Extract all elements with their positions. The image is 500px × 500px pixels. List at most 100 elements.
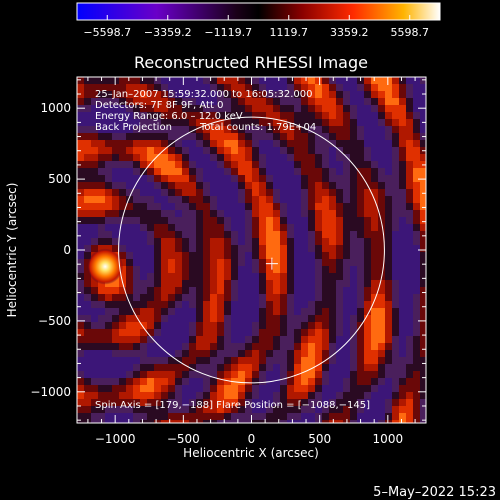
heatmap-cell	[147, 175, 154, 182]
heatmap-cell	[364, 126, 371, 133]
heatmap-cell	[140, 105, 147, 112]
heatmap-cell	[336, 259, 343, 266]
heatmap-cell	[336, 217, 343, 224]
heatmap-cell	[364, 175, 371, 182]
heatmap-cell	[329, 294, 336, 301]
heatmap-cell	[315, 420, 322, 423]
heatmap-cell	[315, 210, 322, 217]
heatmap-cell	[329, 168, 336, 175]
heatmap-cell	[189, 287, 196, 294]
heatmap-cell	[301, 175, 308, 182]
heatmap-cell	[273, 308, 280, 315]
heatmap-cell	[294, 161, 301, 168]
heatmap-cell	[399, 161, 406, 168]
heatmap-cell	[336, 175, 343, 182]
heatmap-cell	[259, 245, 266, 252]
heatmap-cell	[161, 322, 168, 329]
heatmap-cell	[203, 280, 210, 287]
heatmap-cell	[392, 259, 399, 266]
heatmap-cell	[203, 84, 210, 91]
heatmap-cell	[266, 280, 273, 287]
heatmap-cell	[378, 413, 385, 420]
heatmap-cell	[119, 133, 126, 140]
heatmap-cell	[203, 364, 210, 371]
heatmap-cell	[308, 371, 315, 378]
heatmap-cell	[161, 147, 168, 154]
heatmap-cell	[336, 119, 343, 126]
heatmap-cell	[238, 203, 245, 210]
heatmap-cell	[119, 77, 126, 84]
heatmap-cell	[77, 294, 84, 301]
heatmap-cell	[217, 406, 224, 413]
heatmap-cell	[91, 77, 98, 84]
heatmap-cell	[112, 357, 119, 364]
heatmap-cell	[84, 322, 91, 329]
heatmap-cell	[231, 420, 238, 423]
heatmap-cell	[406, 399, 413, 406]
heatmap-cell	[189, 140, 196, 147]
heatmap-cell	[119, 329, 126, 336]
heatmap-cell	[203, 259, 210, 266]
heatmap-cell	[133, 413, 140, 420]
heatmap-cell	[413, 91, 420, 98]
heatmap-cell	[364, 210, 371, 217]
heatmap-cell	[140, 84, 147, 91]
heatmap-cell	[385, 315, 392, 322]
heatmap-cell	[350, 371, 357, 378]
heatmap-cell	[252, 224, 259, 231]
heatmap-cell	[378, 77, 385, 84]
heatmap-cell	[399, 280, 406, 287]
heatmap-cell	[287, 126, 294, 133]
heatmap-cell	[119, 84, 126, 91]
heatmap-cell	[287, 91, 294, 98]
heatmap-cell	[364, 371, 371, 378]
heatmap-cell	[182, 308, 189, 315]
heatmap-cell	[294, 322, 301, 329]
heatmap-cell	[336, 168, 343, 175]
heatmap-cell	[364, 308, 371, 315]
heatmap-cell	[406, 343, 413, 350]
heatmap-cell	[98, 385, 105, 392]
heatmap-cell	[238, 147, 245, 154]
heatmap-cell	[364, 196, 371, 203]
heatmap-cell	[196, 91, 203, 98]
heatmap-cell	[105, 238, 112, 245]
heatmap-cell	[238, 266, 245, 273]
heatmap-cell	[350, 266, 357, 273]
heatmap-cell	[315, 84, 322, 91]
heatmap-cell	[273, 91, 280, 98]
heatmap-cell	[147, 91, 154, 98]
heatmap-cell	[245, 322, 252, 329]
heatmap-cell	[231, 196, 238, 203]
heatmap-cell	[301, 308, 308, 315]
heatmap-cell	[77, 84, 84, 91]
heatmap-cell	[350, 189, 357, 196]
heatmap-cell	[217, 392, 224, 399]
heatmap-cell	[217, 196, 224, 203]
heatmap-cell	[119, 119, 126, 126]
heatmap-cell	[301, 280, 308, 287]
heatmap-cell	[413, 329, 420, 336]
heatmap-cell	[350, 245, 357, 252]
heatmap-cell	[280, 245, 287, 252]
heatmap-cell	[378, 119, 385, 126]
heatmap-cell	[378, 350, 385, 357]
annotation-time-range: 25–Jan–2007 15:59:32.000 to 16:05:32.000	[95, 89, 313, 100]
heatmap-cell	[84, 259, 91, 266]
heatmap-cell	[161, 406, 168, 413]
heatmap-cell	[308, 84, 315, 91]
heatmap-cell	[371, 273, 378, 280]
heatmap-cell	[161, 119, 168, 126]
heatmap-cell	[147, 84, 154, 91]
heatmap-cell	[252, 231, 259, 238]
heatmap-cell	[315, 112, 322, 119]
heatmap-cell	[168, 252, 175, 259]
heatmap-cell	[259, 224, 266, 231]
heatmap-cell	[273, 147, 280, 154]
heatmap-cell	[294, 91, 301, 98]
heatmap-cell	[294, 154, 301, 161]
heatmap-cell	[350, 210, 357, 217]
heatmap-cell	[301, 245, 308, 252]
heatmap-cell	[336, 252, 343, 259]
heatmap-cell	[280, 266, 287, 273]
